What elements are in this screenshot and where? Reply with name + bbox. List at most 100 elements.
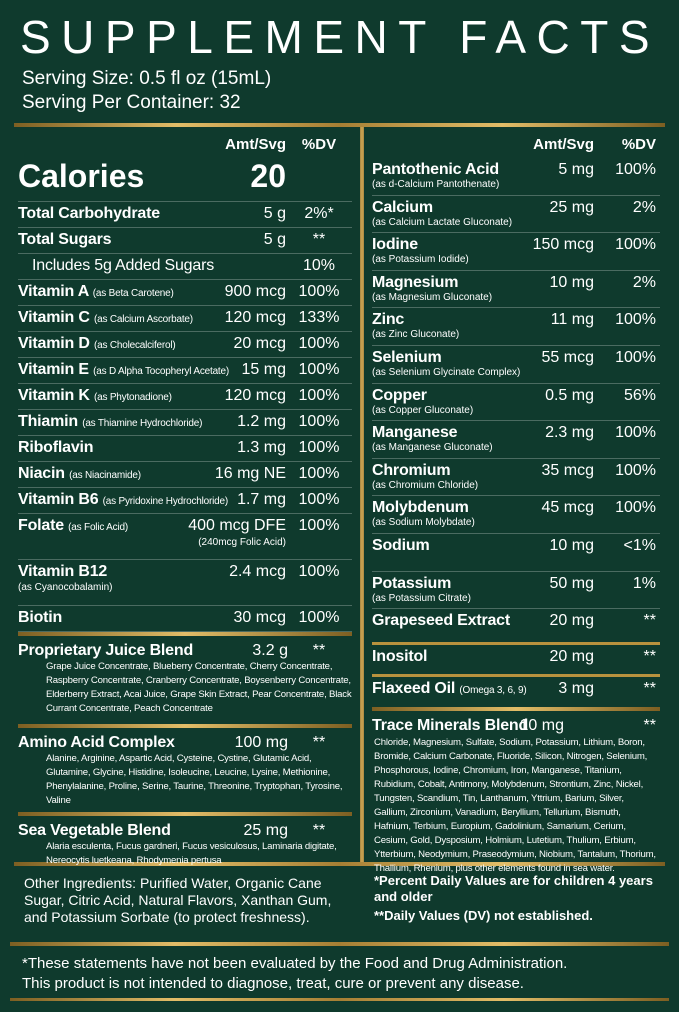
disclaimer-line: *These statements have not been evaluate… — [22, 955, 568, 972]
amount: 25 mg — [243, 822, 288, 839]
daily-value: 100% — [298, 563, 340, 580]
daily-value: 2% — [632, 273, 656, 291]
nutrient-source: (as Sodium Molybdate) — [372, 517, 475, 529]
nutrient-name: Copper — [372, 386, 427, 404]
nutrient-name: Vitamin K (as Phytonadione) — [18, 387, 172, 404]
nutrient-name: Magnesium — [372, 273, 459, 291]
other-ingredients: Other Ingredients: Purified Water, Organ… — [24, 875, 332, 925]
nutrient-row: Flaxeed Oil (Omega 3, 6, 9) 3 mg ** — [372, 674, 660, 707]
daily-value: 2% — [632, 198, 656, 216]
nutrient-source: (as Manganese Gluconate) — [372, 442, 493, 454]
nutrient-name: Riboflavin — [18, 439, 94, 456]
nutrient-name: Vitamin A (as Beta Carotene) — [18, 283, 174, 300]
nutrient-source: (as Copper Gluconate) — [372, 404, 474, 416]
nutrient-source: (as Beta Carotene) — [92, 288, 174, 299]
nutrient-name: Potassium — [372, 574, 452, 592]
nutrient-name: Calcium — [372, 198, 433, 216]
right-column: Amt/Svg %DV Pantothenic Acid (as d-Calcium … — [372, 134, 660, 874]
nutrient-name: Vitamin B6 (as Pyridoxine Hydrochloride) — [18, 491, 229, 508]
amount: 20 mg — [549, 612, 594, 630]
nutrient-row: Total Carbohydrate 5 g 2%* — [18, 202, 352, 228]
nutrient-source: (as Pyridoxine Hydrochloride) — [102, 496, 229, 507]
daily-value: 100% — [298, 283, 340, 300]
nutrient-source: (as Selenium Glycinate Complex) — [372, 366, 521, 378]
amount: 3.2 g — [252, 642, 288, 659]
blend: Trace Minerals Blend 10 mg ** Chloride, Mag… — [372, 711, 660, 874]
daily-value: ** — [643, 716, 656, 734]
nutrient-source: (as Cholecalciferol) — [93, 340, 176, 351]
nutrient-name: Vitamin B12 — [18, 563, 108, 580]
nutrient-name: Chromium — [372, 461, 451, 479]
blend: Proprietary Juice Blend 3.2 g ** Grape Juic… — [18, 636, 352, 724]
nutrient-name: Biotin — [18, 609, 63, 626]
amount: 10 mg — [549, 273, 594, 291]
nutrient-row: Vitamin D (as Cholecalciferol) 20 mcg 100% — [18, 332, 352, 358]
nutrient-source: (as Zinc Gluconate) — [372, 329, 460, 341]
amount: 120 mcg — [224, 387, 286, 404]
nutrient-source: (as Magnesium Gluconate) — [372, 291, 493, 303]
nutrient-row: Vitamin B12 (as Cyanocobalamin) 2.4 mcg 100… — [18, 560, 352, 606]
nutrient-source: (as Niacinamide) — [69, 470, 141, 481]
nutrient-name: Molybdenum — [372, 499, 469, 517]
divider — [18, 812, 352, 816]
daily-value: 1% — [632, 574, 656, 592]
nutrient-row: Vitamin E (as D Alpha Tocopheryl Acetate… — [18, 358, 352, 384]
daily-value: 133% — [298, 309, 340, 326]
nutrient-name: Manganese — [372, 424, 458, 442]
blend-name: Amino Acid Complex — [18, 734, 175, 751]
nutrient-name: Pantothenic Acid — [372, 161, 499, 178]
daily-value: 2%* — [304, 205, 334, 222]
serving-size: Serving Size: 0.5 fl oz (15mL) — [22, 68, 272, 89]
amount: 5 g — [263, 205, 286, 222]
daily-value: ** — [312, 822, 326, 839]
nutrient-row: Iodine (as Potassium Iodide) 150 mcg 100% — [372, 233, 660, 271]
nutrient-row: Manganese (as Manganese Gluconate) 2.3 mg 1… — [372, 421, 660, 459]
daily-value: 100% — [298, 361, 340, 378]
amount: 15 mg — [241, 361, 286, 378]
divider — [14, 123, 665, 127]
amount: 3 mg — [558, 680, 594, 698]
daily-value: 100% — [298, 335, 340, 352]
blend: Sea Vegetable Blend 25 mg ** Alaria esculen… — [18, 816, 352, 878]
amount: 900 mcg — [224, 283, 286, 300]
nutrient-source: (as d-Calcium Pantothenate) — [372, 179, 500, 190]
blend-ingredients: Chloride, Magnesium, Sulfate, Sodium, Po… — [374, 736, 656, 874]
divider — [14, 862, 665, 866]
calories-row: Calories 20 — [18, 158, 352, 202]
nutrient-source: (Omega 3, 6, 9) — [459, 685, 527, 697]
notes: *Percent Daily Values are for children 4… — [374, 873, 659, 924]
daily-value: ** — [643, 647, 656, 665]
nutrient-source: (as Folic Acid) — [68, 522, 128, 533]
amount: 120 mcg — [224, 309, 286, 326]
daily-value: 100% — [298, 439, 340, 456]
daily-value: 56% — [623, 386, 656, 404]
nutrient-row: Riboflavin 1.3 mg 100% — [18, 436, 352, 462]
nutrient-source: (as Potassium Iodide) — [372, 254, 469, 266]
divider — [10, 998, 669, 1001]
nutrient-row: Total Sugars 5 g ** — [18, 228, 352, 254]
nutrient-row: Biotin 30 mcg 100% — [18, 606, 352, 632]
amount: 5 mg — [558, 161, 594, 178]
nutrient-name: Total Sugars — [18, 231, 112, 248]
nutrient-source: (as Potassium Citrate) — [372, 592, 471, 604]
daily-value: 100% — [615, 424, 656, 442]
nutrient-name: Niacin (as Niacinamide) — [18, 465, 141, 482]
daily-value: ** — [312, 734, 326, 751]
amount-note: (240mcg Folic Acid) — [198, 537, 286, 548]
amount: 100 mg — [234, 734, 288, 751]
divider — [18, 632, 352, 636]
blend-name: Trace Minerals Blend — [372, 716, 529, 734]
disclaimer-line: This product is not intended to diagnose… — [22, 975, 524, 992]
amount: 11 mg — [550, 311, 594, 329]
nutrient-name: Total Carbohydrate — [18, 205, 160, 222]
daily-value: ** — [643, 680, 656, 698]
amount: 1.7 mg — [237, 491, 286, 508]
amount: 16 mg NE — [214, 465, 286, 482]
daily-value: 100% — [615, 236, 656, 254]
nutrient-name: Includes 5g Added Sugars — [32, 257, 215, 274]
amount: 10 mg — [549, 536, 594, 554]
nutrient-row: Zinc (as Zinc Gluconate) 11 mg 100% — [372, 308, 660, 346]
nutrient-row: Magnesium (as Magnesium Gluconate) 10 mg 2% — [372, 271, 660, 309]
column-header: Amt/Svg %DV — [18, 134, 352, 158]
nutrient-row: Chromium (as Chromium Chloride) 35 mcg 100% — [372, 459, 660, 497]
